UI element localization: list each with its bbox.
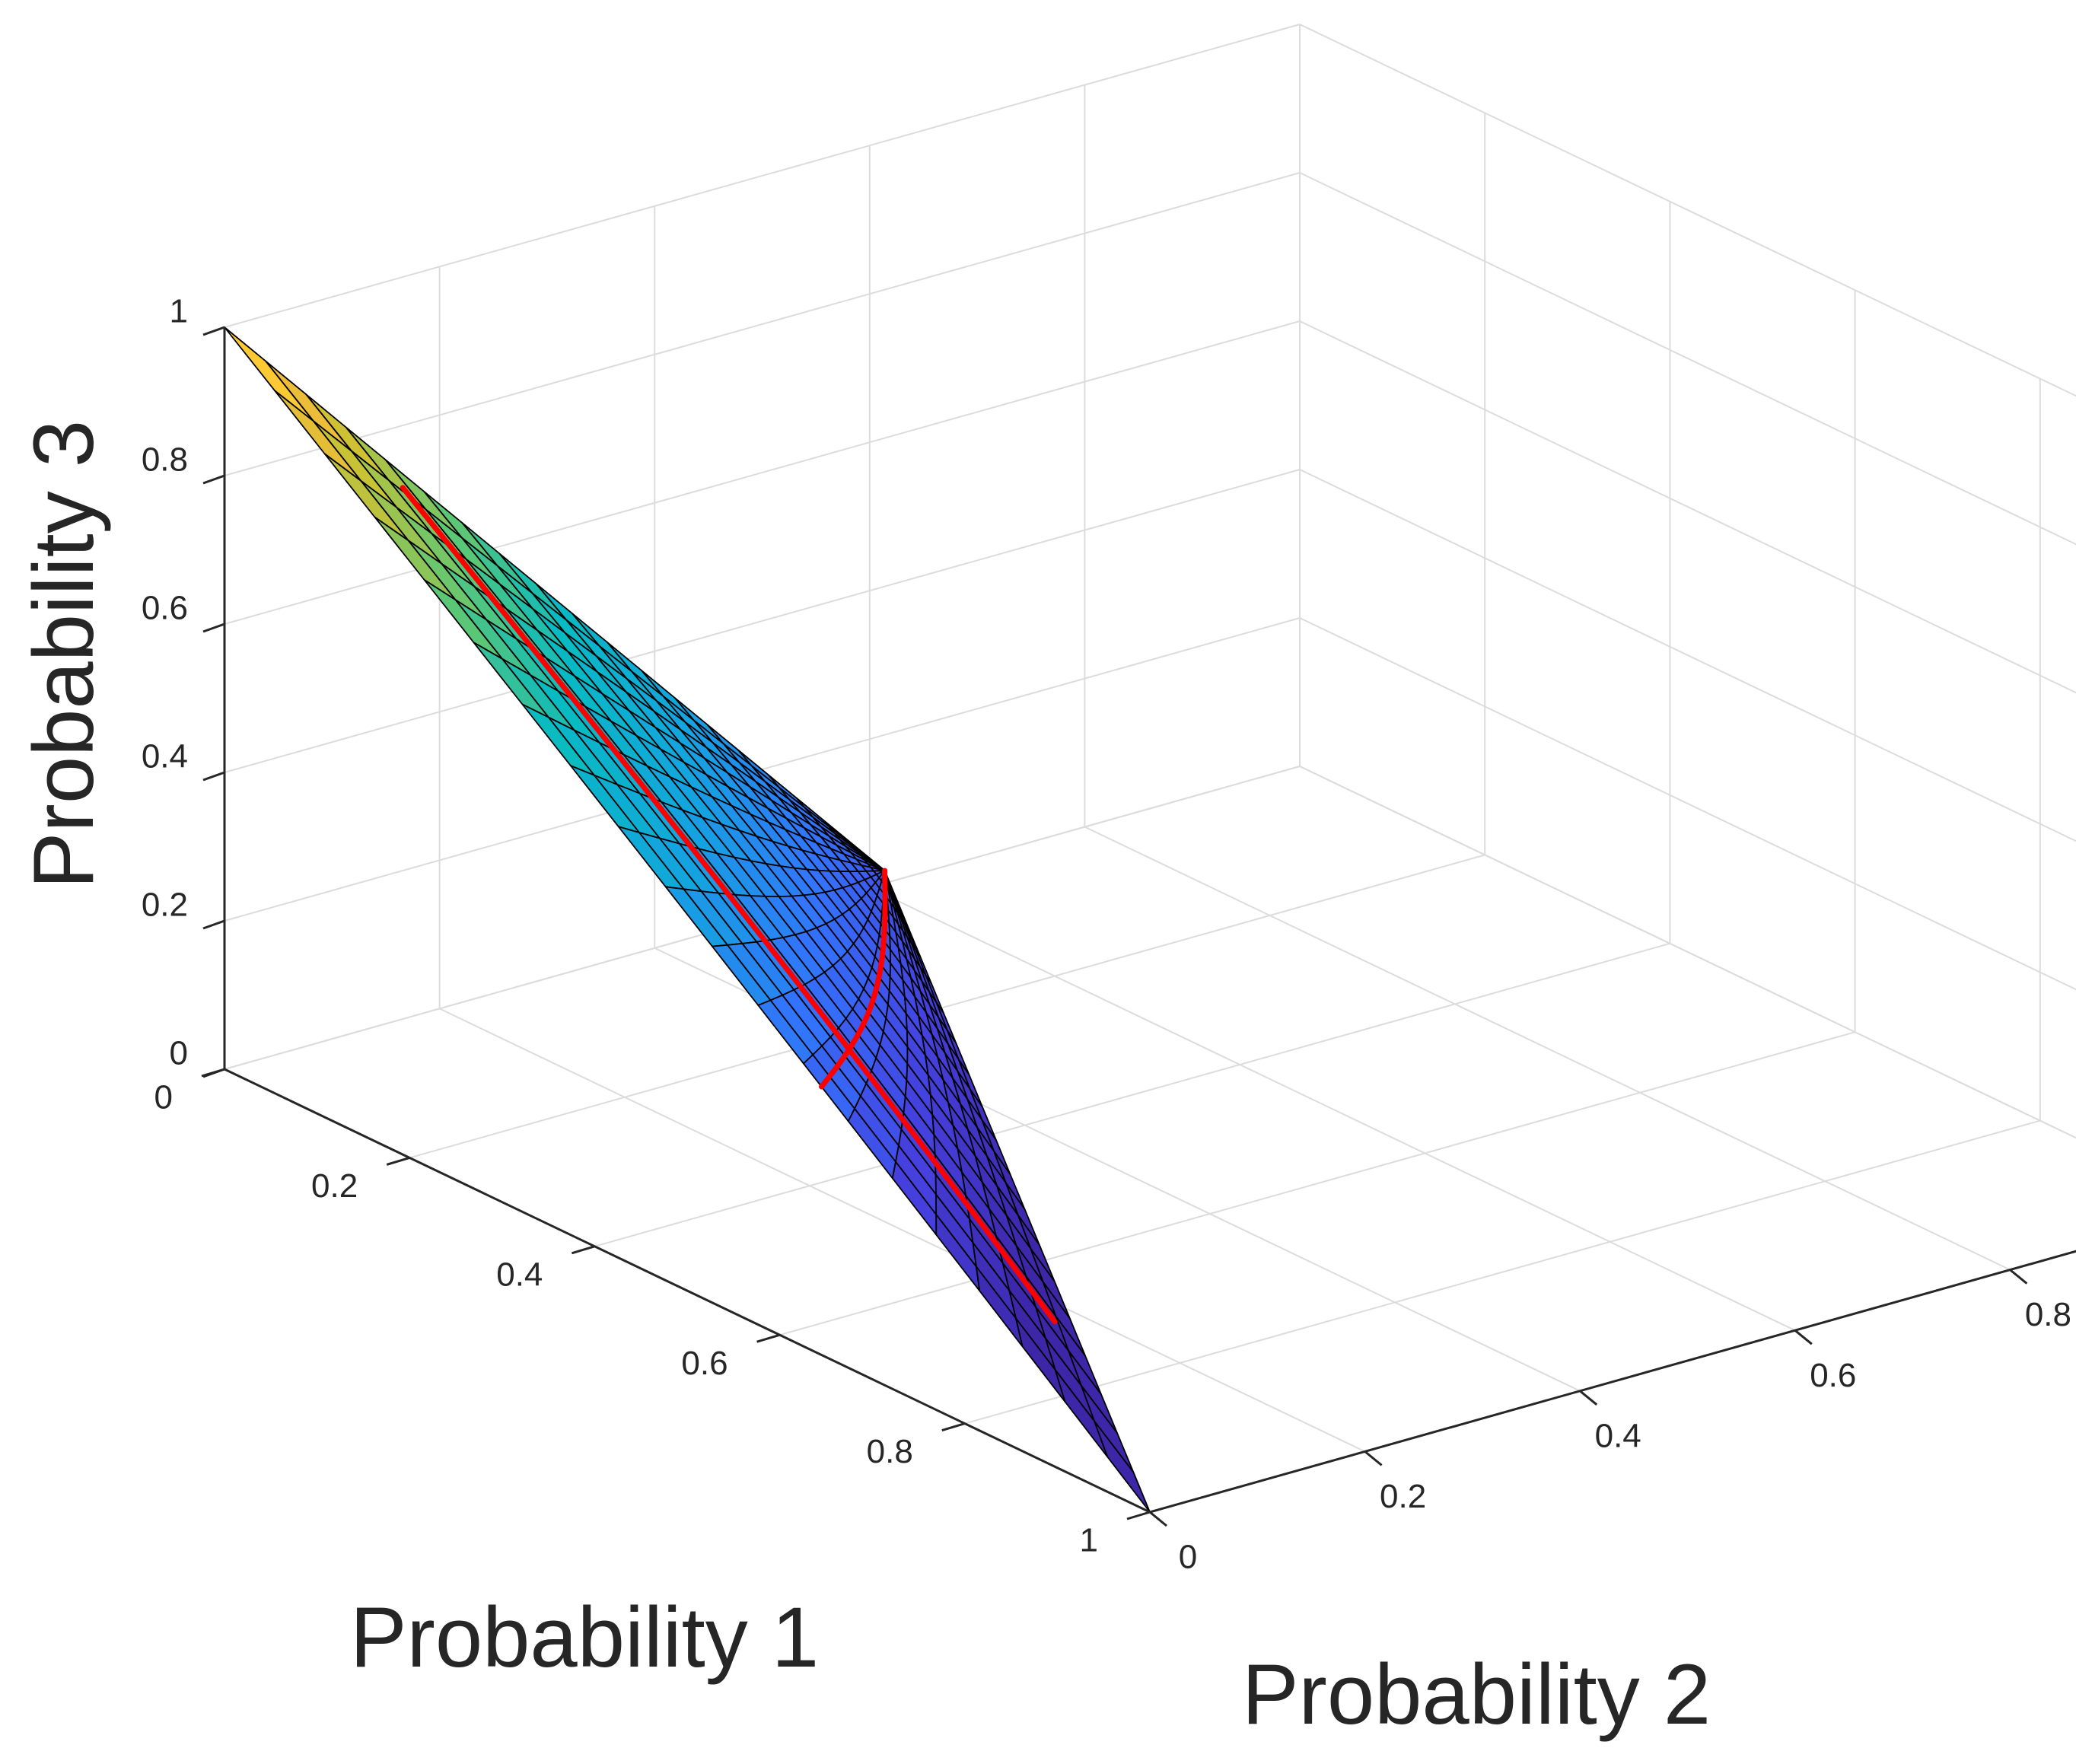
grid-line <box>779 1031 1855 1336</box>
red-curves <box>400 485 1058 1325</box>
y-tick <box>1579 1390 1598 1406</box>
z-tick <box>202 771 225 782</box>
y-axis-line <box>1149 1250 2076 1514</box>
back-panel-grid <box>224 24 2076 1513</box>
z-tick <box>202 919 225 930</box>
grid-line <box>1299 617 2076 991</box>
z-tick-label: 0.8 <box>142 441 188 479</box>
grid-line <box>1299 320 2076 694</box>
grid-line <box>1299 172 2076 546</box>
axes: 0 0.2 0.4 0.6 0.8 1 0 0.2 0.4 0.6 0.8 1 0 0.2 0.4 0.6 0.… <box>142 293 2076 1576</box>
grid-line <box>224 469 1301 773</box>
mesh-cell <box>224 326 314 422</box>
x-tick <box>756 1333 781 1343</box>
grid-line <box>224 24 1301 328</box>
y-tick-label: 0.8 <box>2025 1296 2071 1333</box>
x-axis-line <box>224 1068 1151 1514</box>
x-tick-label: 0.2 <box>311 1167 358 1205</box>
red-curve-long <box>400 485 1058 1325</box>
grid-line <box>224 320 1301 625</box>
grid-line <box>224 172 1301 476</box>
x-tick <box>571 1245 595 1255</box>
grid-line <box>1084 826 2011 1271</box>
y-tick-label: 0 <box>1179 1539 1197 1576</box>
z-tick-label: 0 <box>170 1035 188 1072</box>
y-tick-label: 0.6 <box>1810 1357 1856 1394</box>
z-axis-title: Probability 3 <box>16 420 111 889</box>
x-tick-label: 0.6 <box>681 1345 728 1382</box>
z-tick <box>202 474 225 485</box>
grid-line <box>1299 766 2076 1139</box>
red-curve-short <box>819 868 888 1090</box>
y-tick <box>1794 1329 1813 1345</box>
y-tick <box>1364 1450 1383 1466</box>
y-tick <box>2009 1269 2028 1285</box>
grid-line <box>439 1008 1366 1453</box>
x-axis-title: Probability 1 <box>350 1590 819 1685</box>
x-tick-label: 0.4 <box>496 1256 543 1293</box>
z-tick-label: 0.4 <box>142 738 188 775</box>
x-tick <box>941 1422 966 1432</box>
mesh-cell <box>1094 1420 1151 1513</box>
z-tick <box>202 326 225 336</box>
mesh-cell <box>264 360 352 452</box>
y-tick <box>1149 1511 1167 1527</box>
y-tick-label: 0.2 <box>1380 1478 1426 1515</box>
grid-line <box>1149 1250 2076 1513</box>
grid-line <box>1299 24 2076 397</box>
z-tick-label: 0.2 <box>142 887 188 924</box>
z-tick-label: 0.6 <box>142 590 188 627</box>
x-tick-label: 0 <box>154 1079 173 1116</box>
x-tick <box>1126 1511 1151 1520</box>
z-tick <box>202 622 225 633</box>
x-tick <box>386 1156 410 1166</box>
z-tick-label: 1 <box>170 293 188 330</box>
grid-line <box>964 1119 2041 1425</box>
grid-line <box>1299 469 2076 842</box>
x-tick <box>201 1068 225 1078</box>
x-tick-label: 1 <box>1080 1522 1098 1559</box>
grid-line <box>409 854 1485 1159</box>
y-tick-label: 0.4 <box>1595 1417 1641 1454</box>
probability-surface <box>224 326 1151 1513</box>
x-tick-label: 0.8 <box>867 1433 913 1470</box>
grid-line <box>869 887 1796 1332</box>
y-axis-title: Probability 2 <box>1242 1647 1711 1742</box>
grid-line <box>594 942 1670 1247</box>
